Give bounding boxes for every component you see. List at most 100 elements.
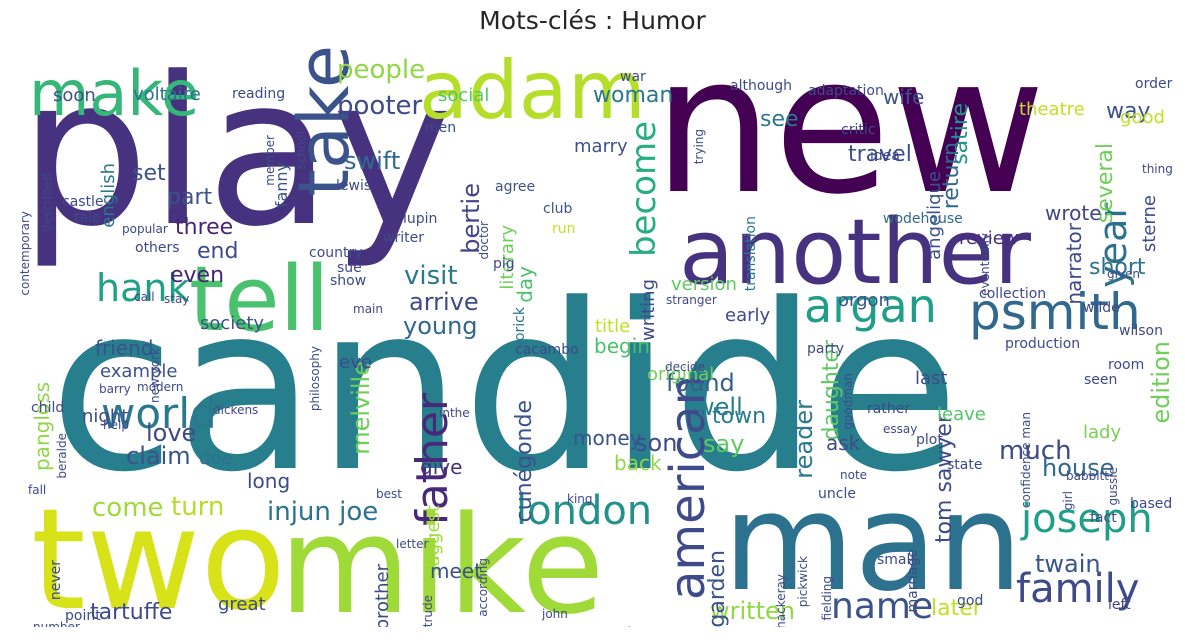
word-letter: letter bbox=[396, 537, 429, 551]
word-doe: doe bbox=[199, 448, 233, 469]
word-fall: fall bbox=[28, 483, 47, 497]
word-god: god bbox=[957, 593, 984, 609]
word-way: way bbox=[1106, 99, 1151, 124]
word-point: point bbox=[65, 608, 101, 624]
word-written: written bbox=[710, 597, 795, 625]
word-room: room bbox=[1108, 357, 1145, 373]
word-thackeray: thackeray bbox=[774, 574, 788, 627]
word-day: day bbox=[513, 266, 537, 303]
word-essay: essay bbox=[883, 422, 918, 436]
word-doctor: doctor bbox=[477, 221, 491, 260]
word-love: love bbox=[146, 419, 197, 447]
word-man: man bbox=[723, 464, 1023, 621]
word-idea: idea bbox=[870, 148, 900, 164]
word-see: see bbox=[760, 107, 799, 132]
word-young: young bbox=[403, 312, 478, 340]
word-best: best bbox=[376, 487, 402, 501]
word-turn: turn bbox=[171, 492, 225, 522]
word-agree: agree bbox=[495, 179, 536, 195]
word-lupin: lupin bbox=[403, 211, 438, 227]
word-example: example bbox=[100, 361, 178, 382]
word-lady: lady bbox=[1083, 422, 1122, 443]
word-confidence-man: confidence man bbox=[1019, 412, 1033, 509]
word-travel: travel bbox=[848, 142, 912, 167]
word-social: social bbox=[438, 85, 490, 106]
word-school: school bbox=[294, 131, 308, 170]
word-sterne: sterne bbox=[1139, 195, 1160, 253]
word-woman: woman bbox=[593, 83, 674, 108]
word-later: later bbox=[931, 596, 982, 621]
word-castle: castle bbox=[62, 194, 104, 210]
word-become: become bbox=[624, 121, 664, 258]
word-party: party bbox=[807, 341, 844, 357]
word-eventually: eventually bbox=[978, 233, 992, 296]
word-century: century bbox=[606, 625, 652, 627]
word-money: money bbox=[573, 426, 642, 450]
word-friend: friend bbox=[95, 336, 154, 360]
word-goodman: goodman bbox=[841, 373, 855, 430]
word-candide: candide bbox=[49, 256, 960, 523]
word-wodehouse: wodehouse bbox=[883, 211, 963, 227]
word-war: war bbox=[620, 69, 646, 85]
word-call: call bbox=[134, 290, 155, 304]
word-note: note bbox=[840, 468, 868, 482]
word-show: show bbox=[330, 273, 367, 289]
word-long: long bbox=[247, 469, 291, 493]
word-fact: fact bbox=[1090, 510, 1117, 526]
word-wilde: wilde bbox=[1083, 300, 1120, 316]
word-reading: reading bbox=[232, 86, 286, 102]
word-wife: wife bbox=[883, 85, 925, 109]
word-new: new bbox=[653, 43, 1046, 236]
word-trying: trying bbox=[692, 129, 706, 165]
word-contemporary: contemporary bbox=[19, 211, 32, 296]
word-uncle: uncle bbox=[818, 486, 856, 502]
word-claim: claim bbox=[126, 442, 191, 470]
word-much: much bbox=[999, 436, 1072, 466]
word-two: two bbox=[31, 479, 287, 628]
word-lewis: lewis bbox=[336, 178, 372, 194]
word-writing: writing bbox=[638, 279, 659, 342]
word-girl: girl bbox=[1061, 491, 1075, 511]
word-modern: modern bbox=[137, 380, 184, 394]
word-john: john bbox=[542, 607, 568, 621]
word-argan: argan bbox=[804, 279, 937, 333]
word-stay: stay bbox=[164, 292, 190, 306]
word-house: house bbox=[1042, 454, 1115, 482]
word-town: town bbox=[712, 404, 767, 429]
word-son: son bbox=[635, 429, 678, 457]
word-based: based bbox=[1130, 496, 1173, 512]
word-society: society bbox=[200, 313, 265, 334]
word-reader: reader bbox=[790, 400, 818, 479]
word-several: several bbox=[1093, 143, 1118, 224]
word-mike: mike bbox=[279, 487, 605, 627]
word-pooter: pooter bbox=[337, 91, 423, 121]
word-set: set bbox=[132, 161, 166, 186]
word-rather: rather bbox=[867, 401, 911, 417]
word-sue: sue bbox=[337, 260, 362, 276]
word-well: well bbox=[695, 393, 743, 421]
word-left: left bbox=[1108, 597, 1131, 613]
word-although: although bbox=[730, 78, 793, 94]
word-main: main bbox=[353, 302, 383, 316]
word-critic: critic bbox=[841, 122, 876, 138]
word-men: men bbox=[425, 120, 457, 136]
word-country: country bbox=[309, 245, 363, 261]
word-beralde: beralde bbox=[55, 433, 69, 479]
word-original: original bbox=[647, 364, 715, 385]
word-review: review bbox=[959, 228, 1019, 249]
word-adam: adam bbox=[419, 44, 646, 137]
word-child: child bbox=[31, 400, 65, 416]
word-three: three bbox=[175, 215, 234, 240]
word-swift: swift bbox=[344, 147, 401, 175]
word-london: london bbox=[516, 488, 653, 534]
word-tell: tell bbox=[189, 247, 330, 352]
word-good: good bbox=[1120, 107, 1165, 128]
word-night: night bbox=[82, 406, 129, 427]
word-cloud: play new candide two mike man adam another make t… bbox=[19, 43, 1173, 627]
word-eve: eve bbox=[339, 352, 372, 373]
word-great: great bbox=[218, 594, 266, 615]
word-run: run bbox=[552, 221, 576, 237]
word-come: come bbox=[92, 493, 164, 523]
word-according: according bbox=[476, 558, 490, 617]
word-end: end bbox=[197, 239, 239, 264]
